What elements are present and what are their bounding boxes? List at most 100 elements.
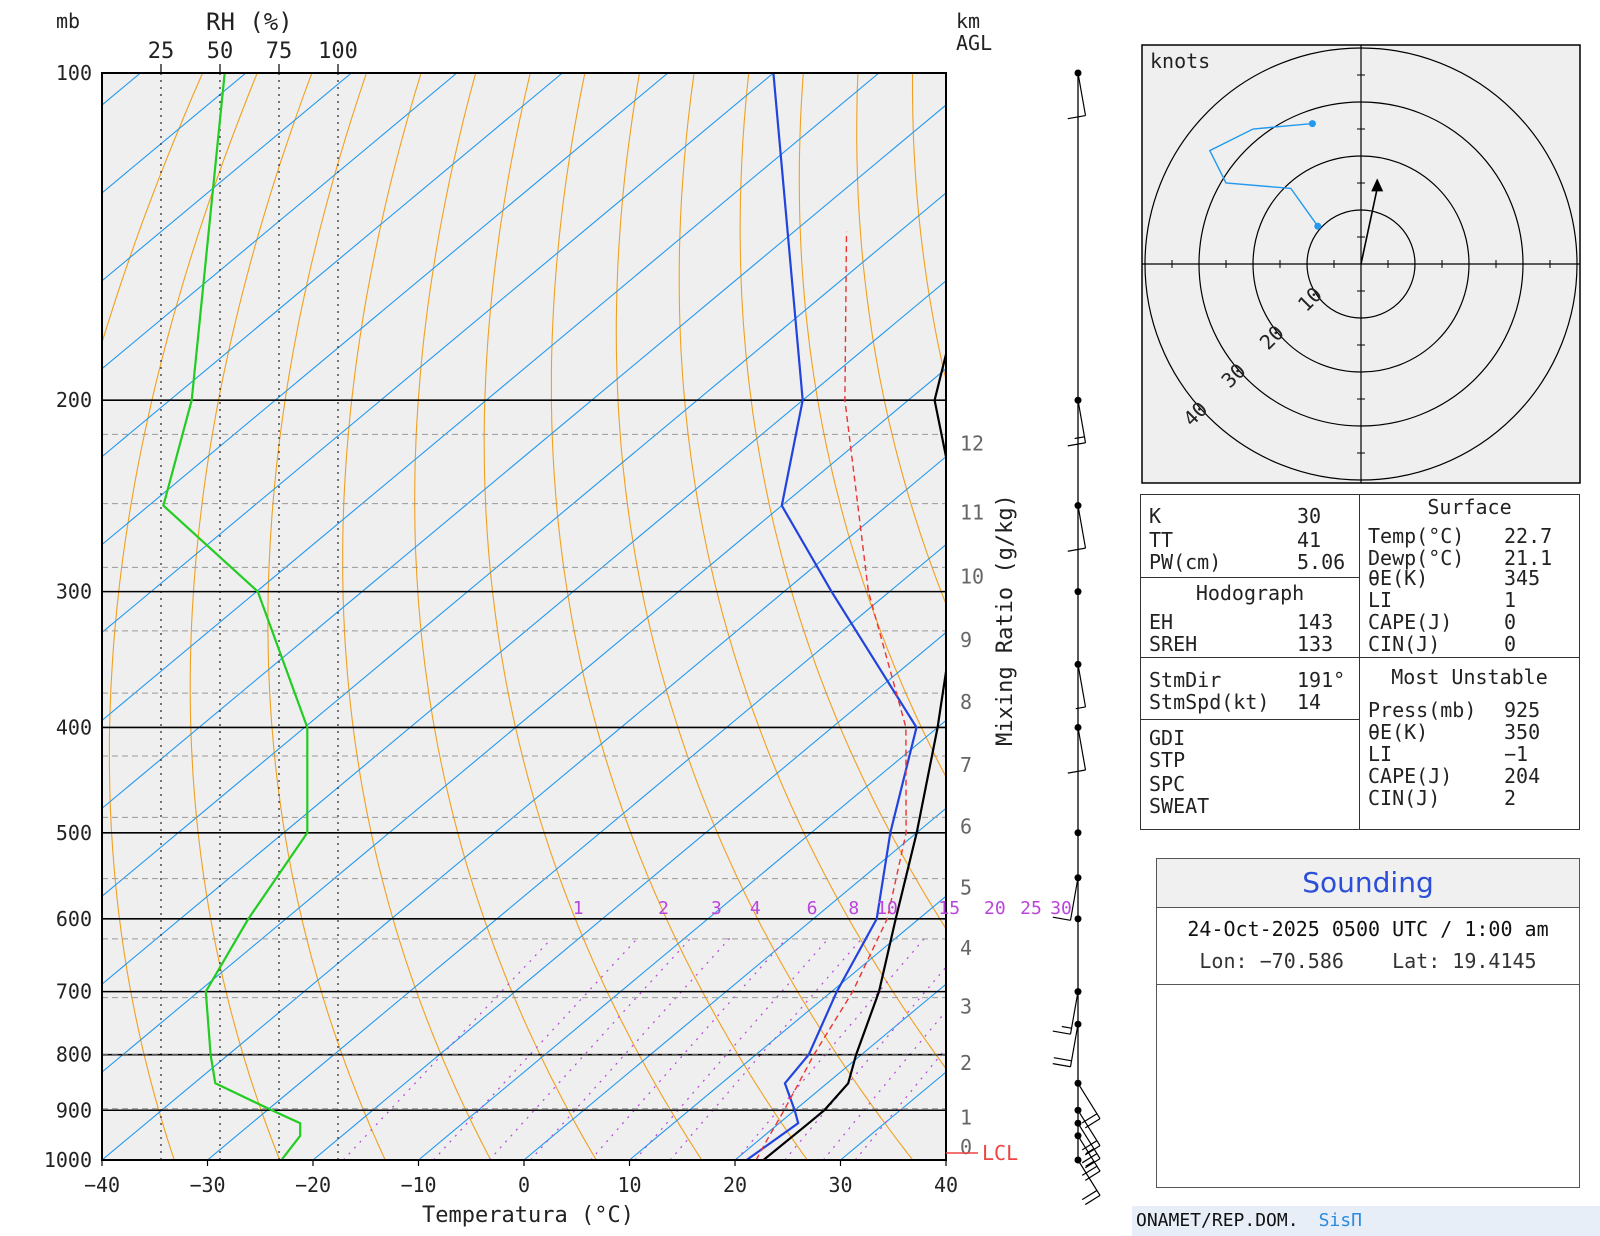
sweat-row: SWEAT — [1149, 794, 1210, 818]
mu-cin-row: CIN(J) 2 — [1368, 786, 1517, 810]
rh-line — [162, 73, 309, 1160]
height-tick-label: 4 — [960, 936, 972, 960]
dry-adiabat — [550, 73, 808, 1160]
spc-row: SPC — [1149, 772, 1186, 796]
mu-cape-row: CAPE(J) 204 — [1368, 764, 1541, 788]
lcl-label: LCL — [982, 1141, 1018, 1165]
wind-barb-shaft — [1077, 1159, 1101, 1196]
wind-barb-flag — [1084, 1158, 1101, 1169]
dry-adiabat — [615, 73, 914, 1160]
isotherm — [102, 73, 563, 458]
height-tick-label: 2 — [960, 1051, 972, 1075]
dry-adiabat — [739, 73, 946, 930]
height-unit-label: km — [956, 9, 980, 33]
wind-barb-shaft — [1077, 1135, 1101, 1172]
height-tick-label: 3 — [960, 995, 972, 1019]
temperature-tick-label: 10 — [617, 1173, 641, 1197]
wind-barb-flag — [1081, 1165, 1098, 1176]
pressure-tick-label: 100 — [56, 61, 92, 85]
isotherm — [102, 192, 946, 897]
wind-barb-column — [1052, 69, 1101, 1206]
isotherm — [629, 895, 946, 1160]
wind-barb-flag — [1075, 706, 1086, 710]
footer-source: ONAMET/REP.DOM. — [1136, 1210, 1299, 1231]
sounding-title: Sounding — [1157, 859, 1579, 908]
storm-motion-vector — [1360, 188, 1378, 265]
divider — [1141, 719, 1359, 720]
temperature-axis-title: Temperatura (°C) — [422, 1203, 634, 1228]
temperature-tick-label: −20 — [295, 1173, 331, 1197]
isotherm — [418, 719, 946, 1160]
divider — [1141, 577, 1359, 578]
most-unstable-section-title: Most Unstable — [1391, 665, 1548, 689]
plot-background — [102, 73, 946, 1160]
temperature-tick-label: −10 — [400, 1173, 436, 1197]
gdi-row: GDI — [1149, 726, 1186, 750]
hodograph-endpoint — [1314, 222, 1322, 230]
temperature-tick-label: 0 — [518, 1173, 530, 1197]
divider — [1360, 657, 1579, 658]
temperature-tick-labels: −40 −30 −20 −10 0 10 20 30 40 — [84, 1160, 958, 1197]
hodograph-endpoint — [1308, 120, 1316, 128]
divider — [1157, 984, 1579, 985]
wind-barb-flag — [1074, 436, 1085, 440]
mixing-ratio-tick-label: 3 — [711, 898, 722, 919]
dewpoint-line — [745, 73, 918, 1160]
surface-temp-row: Temp(°C) 22.7 — [1368, 524, 1553, 548]
rh-tick-label: 25 — [148, 39, 175, 64]
pressure-tick-label: 700 — [56, 980, 92, 1004]
sounding-datetime: 24-Oct-2025 0500 UTC / 1:00 am — [1187, 917, 1549, 941]
surface-li-row: LI 1 — [1368, 588, 1517, 612]
wind-barb-flag — [1067, 547, 1086, 552]
pressure-tick-label: 300 — [56, 580, 92, 604]
wind-barb-flag — [1067, 114, 1086, 120]
mixing-ratio-tick-label: 2 — [658, 898, 669, 919]
indices-right-column: Surface Temp(°C) 22.7 Dewp(°C) 21.1 θE(K) 3… — [1360, 495, 1579, 829]
height-tick-label: 12 — [960, 431, 984, 455]
surface-section-title: Surface — [1427, 495, 1512, 519]
wind-barb-flag — [1084, 1145, 1101, 1156]
height-tick-label: 8 — [960, 690, 972, 714]
isotherm — [102, 73, 774, 634]
divider — [1141, 657, 1359, 658]
dry-adiabat — [267, 73, 386, 1160]
wind-barb-shaft — [1077, 1122, 1101, 1159]
hodograph-unit-label: knots — [1150, 49, 1210, 73]
pressure-tick-label: 600 — [56, 907, 92, 931]
mixing-ratio-tick-label: 15 — [938, 898, 960, 919]
mixing-ratio-tick-labels: 1 2 3 4 6 8 10 15 20 25 30 — [573, 898, 1072, 919]
height-tick-label: 10 — [960, 564, 984, 588]
height-tick-label: 5 — [960, 876, 972, 900]
pressure-tick-label: 200 — [56, 388, 92, 412]
height-tick-label: 0 — [960, 1135, 972, 1159]
wind-barb-flag — [1081, 1140, 1098, 1151]
mu-li-row: LI −1 — [1368, 742, 1529, 766]
wind-barb-flag — [1085, 1160, 1095, 1167]
wind-barb-flag — [1081, 1153, 1098, 1164]
barb-base-dot — [1074, 829, 1082, 837]
rh-tick-labels: 25 50 75 100 — [148, 39, 358, 73]
barb-base-dot — [1074, 588, 1082, 596]
isotherm — [102, 455, 946, 1160]
hodograph-section-title: Hodograph — [1195, 581, 1305, 605]
wind-barb-shaft — [1077, 664, 1087, 708]
dry-adiabat — [798, 73, 946, 779]
mixing-ratio-tick-label: 8 — [848, 898, 859, 919]
wind-barb-flag — [1067, 769, 1086, 774]
wind-barb-shaft — [1077, 400, 1087, 443]
temperature-tick-label: 30 — [828, 1173, 852, 1197]
dry-adiabat — [342, 73, 492, 1160]
wind-barb-shaft — [1069, 1024, 1079, 1067]
isotherm — [102, 73, 352, 282]
stability-indices-panel: K 30 TT 41 PW(cm) 5.06 Hodograph EH 143 SREH… — [1140, 494, 1580, 830]
hodograph-trace — [1208, 122, 1319, 227]
isotherm — [523, 807, 946, 1160]
height-tick-label: 11 — [960, 501, 984, 525]
wind-barb-flag — [1067, 442, 1086, 447]
wind-barb-shaft — [1077, 1082, 1101, 1119]
height-tick-label: 7 — [960, 753, 972, 777]
mixing-ratio-line — [735, 937, 926, 1160]
mixing-ratio-line — [488, 937, 692, 1160]
